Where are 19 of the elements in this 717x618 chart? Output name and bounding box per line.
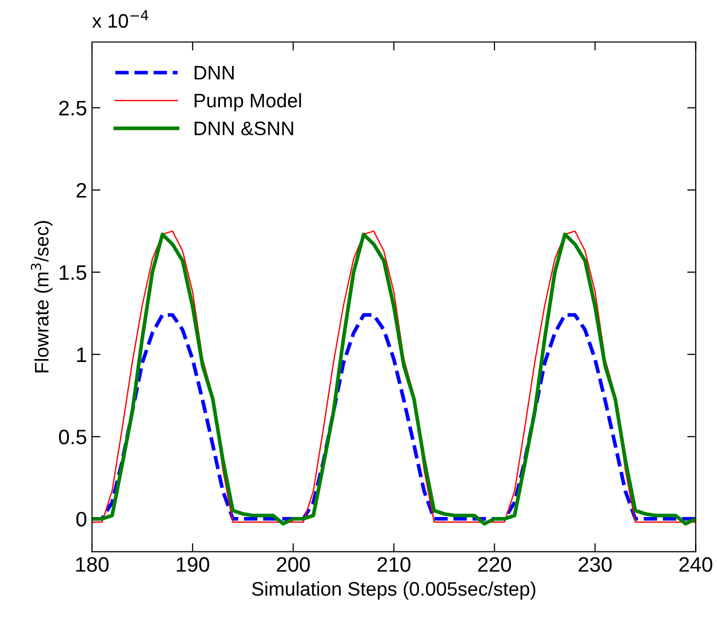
legend-label: Pump Model xyxy=(194,93,301,112)
y-tick-label: 0.5 xyxy=(58,430,86,444)
y-tick-label: 2.5 xyxy=(59,100,86,116)
legend-label: DNN &SNN xyxy=(194,122,294,136)
x-tick-label: 220 xyxy=(478,557,512,572)
y-tick-label: 1 xyxy=(77,348,86,362)
y-tick-label: 1.5 xyxy=(60,265,86,280)
x-tick-label: 210 xyxy=(378,557,410,572)
x-axis-title: Simulation Steps (0.005sec/step) xyxy=(252,582,536,600)
x-tick-label: 180 xyxy=(76,557,109,572)
x-tick-label: 200 xyxy=(276,557,310,572)
x-tick-label: 240 xyxy=(679,557,712,572)
y-axis-title: Flowrate (m$^{3}$/sec) xyxy=(30,221,52,372)
y-tick-label: 2 xyxy=(76,182,86,198)
x-tick-label: 190 xyxy=(176,557,210,572)
text: x 10$^{−4}$ xyxy=(92,10,148,28)
legend-label: DNN xyxy=(194,66,234,80)
x-tick-label: 230 xyxy=(578,557,612,572)
y-tick-label: 0 xyxy=(76,512,86,527)
